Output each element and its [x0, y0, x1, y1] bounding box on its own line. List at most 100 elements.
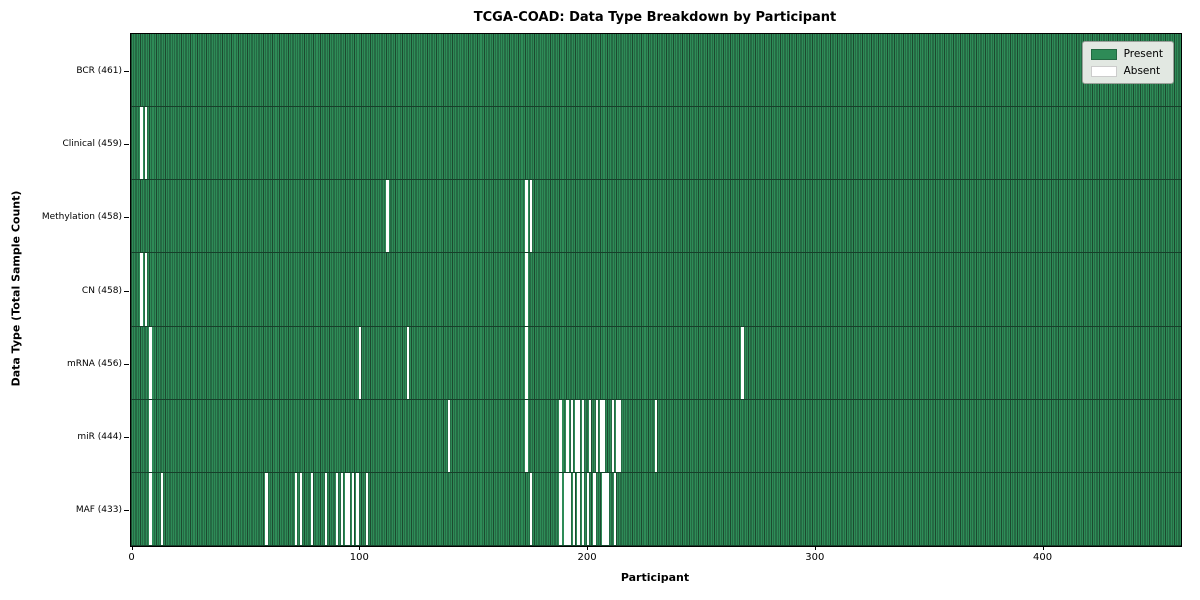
absent-bar — [566, 472, 569, 545]
xtick-label-100: 100 — [349, 552, 369, 563]
absent-bar — [324, 472, 328, 545]
absent-bar — [358, 326, 362, 399]
xtick-mark — [814, 546, 816, 550]
heatmap-row-mir — [131, 399, 1181, 473]
absent-bar — [345, 472, 348, 545]
ytick-mark — [124, 363, 129, 365]
xtick-label-0: 0 — [128, 552, 135, 563]
absent-bar — [365, 472, 369, 545]
absent-bar — [525, 399, 528, 472]
absent-bar — [351, 472, 355, 545]
xtick-label-300: 300 — [805, 552, 825, 563]
ytick-label-clinical: Clinical (459) — [62, 139, 122, 150]
absent-bar — [340, 472, 343, 545]
absent-bar — [581, 399, 585, 472]
absent-bar — [447, 399, 451, 472]
legend-label-absent: Absent — [1123, 65, 1161, 77]
absent-swatch-icon — [1090, 65, 1117, 77]
absent-bar — [741, 326, 744, 399]
ytick-label-mrna: mRNA (456) — [67, 358, 122, 369]
y-axis-label: Data Type (Total Sample Count) — [9, 190, 23, 387]
absent-bar — [588, 399, 592, 472]
ytick-mark — [124, 144, 129, 146]
absent-bar — [618, 399, 621, 472]
absent-bar — [581, 472, 585, 545]
absent-bar — [616, 399, 619, 472]
absent-bar — [529, 472, 533, 545]
absent-bar — [525, 253, 528, 326]
heatmap-row-methylation — [131, 180, 1181, 254]
absent-bar — [149, 399, 152, 472]
heatmap-row-mrna — [131, 326, 1181, 400]
absent-bar — [525, 326, 528, 399]
absent-bar — [356, 472, 359, 545]
present-swatch-icon — [1090, 48, 1117, 60]
absent-bar — [593, 472, 596, 545]
legend-label-present: Present — [1123, 48, 1163, 60]
absent-bar — [613, 472, 617, 545]
absent-bar — [577, 399, 580, 472]
xtick-mark — [359, 546, 361, 550]
ytick-label-methylation: Methylation (458) — [41, 212, 122, 223]
absent-bar — [299, 472, 302, 545]
absent-bar — [577, 472, 580, 545]
ytick-mark — [124, 217, 129, 219]
absent-bar — [265, 472, 268, 545]
xtick-label-200: 200 — [577, 552, 597, 563]
absent-bar — [310, 472, 314, 545]
ytick-label-cn: CN (458) — [81, 285, 122, 296]
absent-bar — [595, 399, 599, 472]
absent-bar — [607, 472, 610, 545]
absent-bar — [563, 472, 567, 545]
heatmap-row-bcr — [131, 34, 1181, 108]
ytick-mark — [124, 509, 129, 511]
absent-bar — [406, 326, 410, 399]
absent-bar — [160, 472, 164, 545]
absent-bar — [294, 472, 298, 545]
absent-bar — [347, 472, 350, 545]
absent-bar — [525, 180, 528, 253]
absent-bar — [586, 472, 589, 545]
absent-bar — [529, 180, 533, 253]
absent-bar — [602, 472, 605, 545]
absent-bar — [566, 399, 569, 472]
absent-bar — [600, 399, 603, 472]
absent-bar — [604, 472, 608, 545]
absent-bar — [140, 253, 143, 326]
absent-bar — [568, 472, 571, 545]
ytick-mark — [124, 290, 129, 292]
x-axis-label: Participant — [620, 571, 690, 584]
absent-bar — [654, 399, 658, 472]
ytick-mark — [124, 71, 129, 73]
legend: Present Absent — [1081, 41, 1174, 84]
absent-bar — [575, 399, 578, 472]
absent-bar — [572, 472, 576, 545]
absent-bar — [570, 399, 574, 472]
absent-bar — [144, 107, 148, 180]
absent-bar — [559, 399, 562, 472]
absent-bar — [335, 472, 339, 545]
xtick-mark — [1042, 546, 1044, 550]
absent-bar — [144, 253, 148, 326]
absent-bar — [602, 399, 605, 472]
heatmap-row-clinical — [131, 107, 1181, 181]
heatmap-row-maf — [131, 472, 1181, 546]
heatmap-row-cn — [131, 253, 1181, 327]
xtick-mark — [587, 546, 589, 550]
xtick-label-400: 400 — [1033, 552, 1053, 563]
absent-bar — [611, 399, 615, 472]
plot-area: Present Absent — [130, 33, 1182, 547]
legend-item-present: Present — [1090, 48, 1163, 60]
absent-bar — [140, 107, 143, 180]
xtick-mark — [131, 546, 133, 550]
absent-bar — [149, 326, 152, 399]
ytick-label-maf: MAF (433) — [75, 504, 122, 515]
absent-bar — [559, 472, 562, 545]
chart-title: TCGA-COAD: Data Type Breakdown by Partic… — [473, 10, 837, 25]
ytick-label-mir: miR (444) — [77, 431, 122, 442]
absent-bar — [149, 472, 152, 545]
legend-item-absent: Absent — [1090, 65, 1163, 77]
absent-bar — [386, 180, 389, 253]
ytick-label-bcr: BCR (461) — [76, 66, 122, 77]
